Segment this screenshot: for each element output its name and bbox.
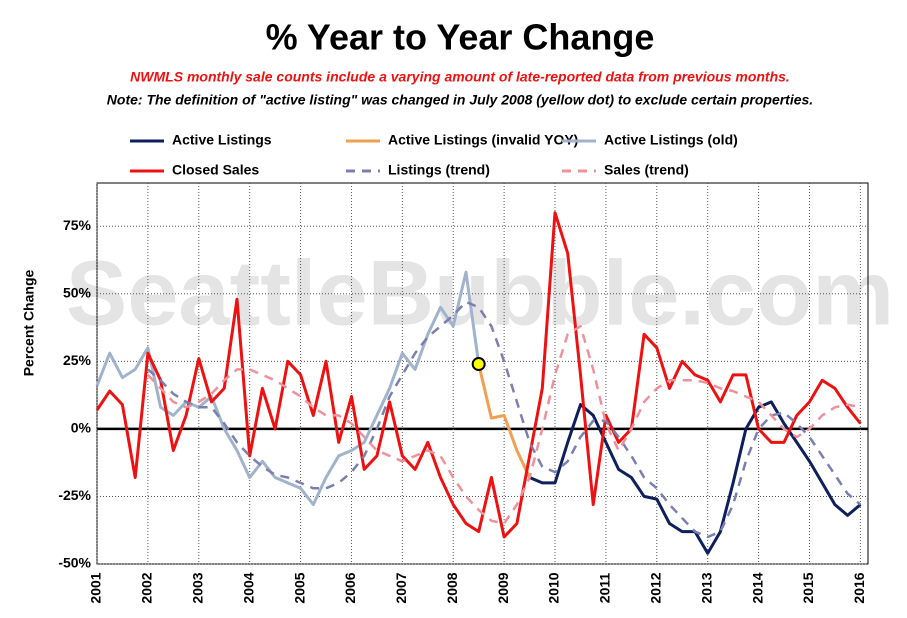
y-tick-label: 50% — [63, 284, 92, 300]
subtitle: NWMLS monthly sale counts include a vary… — [130, 69, 790, 85]
x-tick-label: 2012 — [648, 572, 664, 603]
x-tick-label: 2001 — [88, 572, 104, 603]
y-tick-label: -25% — [58, 487, 91, 503]
y-tick-label: 0% — [71, 420, 92, 436]
x-tick-label: 2004 — [240, 572, 256, 603]
y-tick-label: 25% — [63, 352, 92, 368]
legend-label: Active Listings (invalid YOY) — [388, 132, 578, 148]
y-axis-label: Percent Change — [21, 269, 37, 376]
legend-label: Active Listings (old) — [604, 132, 738, 148]
chart-title: % Year to Year Change — [266, 17, 655, 58]
x-tick-label: 2002 — [139, 572, 155, 603]
x-tick-label: 2003 — [189, 572, 205, 603]
note: Note: The definition of "active listing"… — [107, 92, 813, 108]
legend-label: Active Listings — [172, 132, 272, 148]
x-tick-label: 2015 — [800, 572, 816, 603]
highlight-dot — [471, 357, 486, 372]
x-tick-label: 2005 — [291, 572, 307, 603]
x-tick-label: 2007 — [393, 572, 409, 603]
x-tick-label: 2010 — [546, 572, 562, 603]
series-line — [95, 270, 481, 507]
watermark: SeattleBubble.com — [66, 242, 894, 344]
x-tick-label: 2008 — [444, 572, 460, 603]
legend-label: Sales (trend) — [604, 162, 689, 178]
series-line — [95, 211, 862, 539]
y-tick-label: -50% — [58, 555, 91, 571]
series-line — [147, 300, 862, 539]
series-line — [146, 324, 861, 525]
x-tick-label: 2016 — [851, 572, 867, 603]
series-line — [477, 363, 531, 479]
x-tick-label: 2013 — [698, 572, 714, 603]
legend-label: Listings (trend) — [388, 162, 490, 178]
x-tick-label: 2006 — [342, 572, 358, 603]
x-tick-label: 2011 — [597, 573, 613, 604]
x-tick-label: 2009 — [495, 572, 511, 603]
legend-label: Closed Sales — [172, 162, 259, 178]
plot-frame — [96, 182, 869, 565]
x-tick-label: 2014 — [749, 572, 765, 603]
y-tick-label: 75% — [63, 217, 92, 233]
